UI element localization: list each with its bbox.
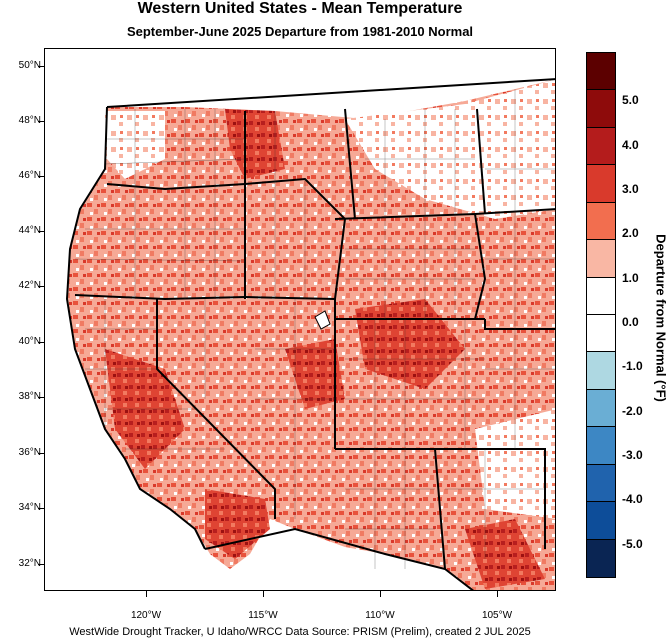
lat-label-46: 46°N bbox=[18, 170, 41, 181]
colorbar-label: 5.0 bbox=[622, 93, 639, 107]
colorbar-swatch bbox=[587, 502, 615, 540]
lon-label-120: 120°W bbox=[130, 610, 162, 621]
colorbar-swatch bbox=[587, 90, 615, 128]
lat-label-34: 34°N bbox=[18, 502, 41, 513]
map-area bbox=[44, 48, 556, 591]
colorbar-swatch bbox=[587, 464, 615, 503]
colorbar-swatch bbox=[587, 427, 615, 465]
temperature-map bbox=[45, 49, 555, 590]
colorbar-swatch bbox=[587, 127, 615, 166]
colorbar-swatch bbox=[587, 202, 615, 241]
colorbar-label: -5.0 bbox=[622, 537, 643, 551]
lon-label-115: 115°W bbox=[248, 610, 278, 621]
colorbar-swatch bbox=[587, 277, 615, 315]
colorbar-label: -2.0 bbox=[622, 404, 643, 418]
land-region bbox=[67, 79, 555, 590]
colorbar-swatch bbox=[587, 165, 615, 203]
lat-label-42: 42°N bbox=[18, 280, 41, 291]
colorbar-label: 3.0 bbox=[622, 182, 639, 196]
lat-label-32: 32°N bbox=[18, 558, 41, 569]
colorbar-label: -1.0 bbox=[622, 359, 643, 373]
lat-label-40: 40°N bbox=[18, 336, 41, 347]
lon-label-105: 105°W bbox=[481, 610, 513, 621]
footer-credit: WestWide Drought Tracker, U Idaho/WRCC D… bbox=[69, 626, 531, 638]
lat-label-38: 38°N bbox=[18, 391, 41, 402]
colorbar-label: -3.0 bbox=[622, 448, 643, 462]
map-title: Western United States - Mean Temperature bbox=[137, 0, 463, 17]
colorbar-swatch bbox=[587, 389, 615, 428]
colorbar-title: Departure from Normal (°F) bbox=[653, 234, 669, 402]
colorbar-swatch bbox=[587, 315, 615, 353]
lat-label-48: 48°N bbox=[18, 115, 41, 126]
lat-label-50: 50°N bbox=[18, 60, 41, 71]
colorbar-label: 0.0 bbox=[622, 315, 639, 329]
lat-label-36: 36°N bbox=[18, 447, 41, 458]
colorbar-swatch bbox=[587, 352, 615, 390]
colorbar-swatch bbox=[587, 53, 615, 91]
colorbar-swatch bbox=[587, 240, 615, 278]
colorbar-label: 1.0 bbox=[622, 271, 639, 285]
colorbar-label: -4.0 bbox=[622, 492, 643, 506]
lat-label-44: 44°N bbox=[18, 225, 41, 236]
colorbar-label: 2.0 bbox=[622, 226, 639, 240]
map-subtitle: September-June 2025 Departure from 1981-… bbox=[126, 24, 474, 39]
colorbar-label: 4.0 bbox=[622, 138, 639, 152]
colorbar bbox=[586, 52, 616, 578]
colorbar-swatch bbox=[587, 539, 615, 577]
lon-label-110: 110°W bbox=[365, 610, 395, 621]
